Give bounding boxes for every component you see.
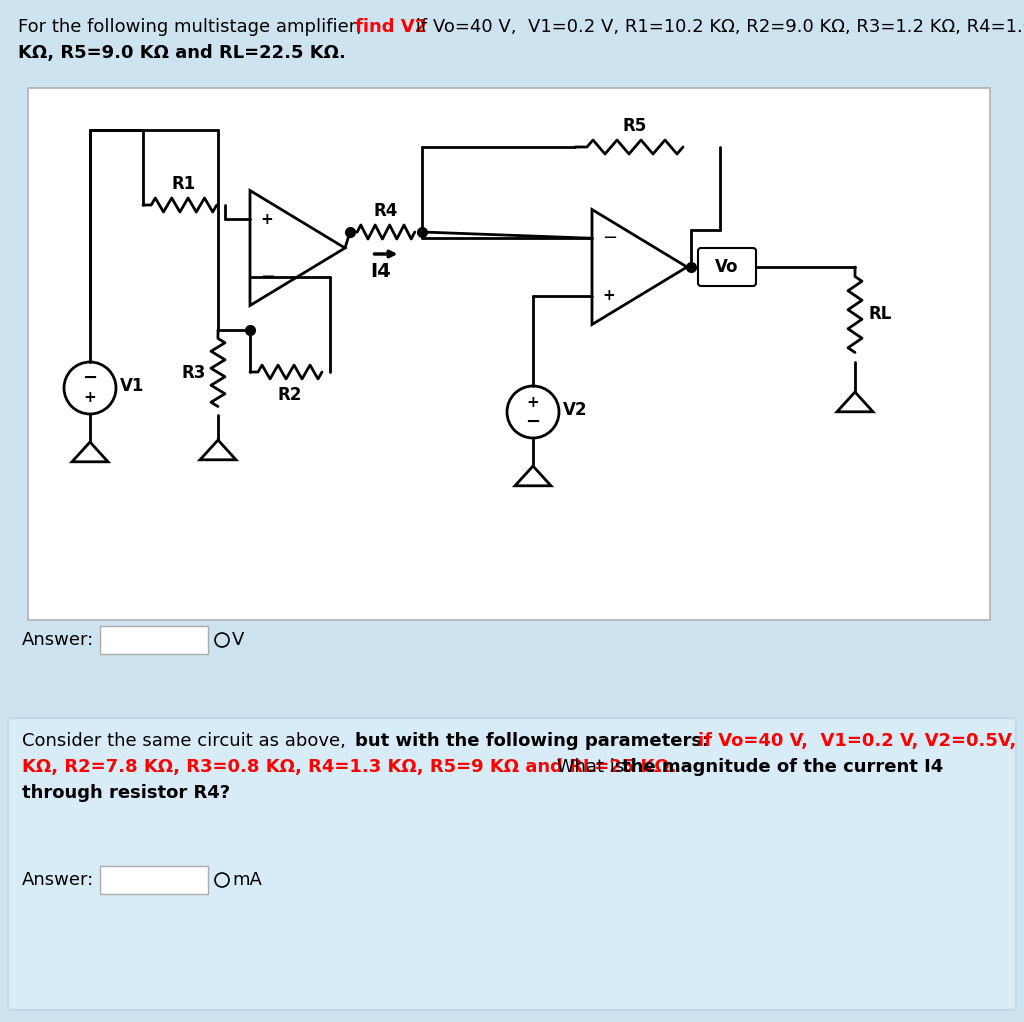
Text: KΩ, R2=7.8 KΩ, R3=0.8 KΩ, R4=1.3 KΩ, R5=9 KΩ and RL=25 KΩ.: KΩ, R2=7.8 KΩ, R3=0.8 KΩ, R4=1.3 KΩ, R5=…: [22, 758, 677, 776]
Text: through resistor R4?: through resistor R4?: [22, 784, 230, 802]
Text: RL: RL: [869, 305, 892, 323]
Text: −: −: [260, 268, 275, 286]
Text: if Vo=40 V,  V1=0.2 V, V2=0.5V, R1=9.7: if Vo=40 V, V1=0.2 V, V2=0.5V, R1=9.7: [698, 732, 1024, 750]
Text: For the following multistage amplifier,: For the following multistage amplifier,: [18, 18, 368, 36]
Text: KΩ, R5=9.0 KΩ and RL=22.5 KΩ.: KΩ, R5=9.0 KΩ and RL=22.5 KΩ.: [18, 44, 346, 62]
Text: R4: R4: [374, 202, 398, 220]
Text: −: −: [602, 229, 617, 247]
Text: What is: What is: [551, 758, 630, 776]
Text: Consider the same circuit as above,: Consider the same circuit as above,: [22, 732, 351, 750]
Text: if Vo=40 V,  V1=0.2 V, R1=10.2 KΩ, R2=9.0 KΩ, R3=1.2 KΩ, R4=1.0: if Vo=40 V, V1=0.2 V, R1=10.2 KΩ, R2=9.0…: [410, 18, 1024, 36]
Text: +: +: [602, 288, 614, 304]
Text: Vo: Vo: [715, 258, 738, 276]
FancyBboxPatch shape: [100, 866, 208, 894]
Text: R1: R1: [172, 175, 197, 193]
Text: V2: V2: [563, 401, 588, 419]
Text: R3: R3: [181, 364, 206, 381]
Text: mA: mA: [232, 871, 262, 889]
Text: Answer:: Answer:: [22, 631, 94, 649]
Text: the magnitude of the current I4: the magnitude of the current I4: [622, 758, 943, 776]
Text: −: −: [83, 369, 97, 387]
Text: find V2: find V2: [355, 18, 427, 36]
Text: +: +: [526, 394, 540, 410]
FancyBboxPatch shape: [698, 248, 756, 286]
Text: V1: V1: [120, 377, 144, 394]
Text: I4: I4: [371, 262, 391, 281]
Text: +: +: [260, 212, 272, 227]
FancyBboxPatch shape: [28, 88, 990, 620]
Text: Answer:: Answer:: [22, 871, 94, 889]
Text: +: +: [84, 390, 96, 406]
Text: but with the following parameters:: but with the following parameters:: [355, 732, 722, 750]
Text: R2: R2: [278, 386, 302, 404]
Text: −: −: [525, 413, 541, 431]
Text: R5: R5: [623, 117, 647, 135]
FancyBboxPatch shape: [8, 718, 1016, 1010]
Text: V: V: [232, 631, 245, 649]
FancyBboxPatch shape: [100, 626, 208, 654]
